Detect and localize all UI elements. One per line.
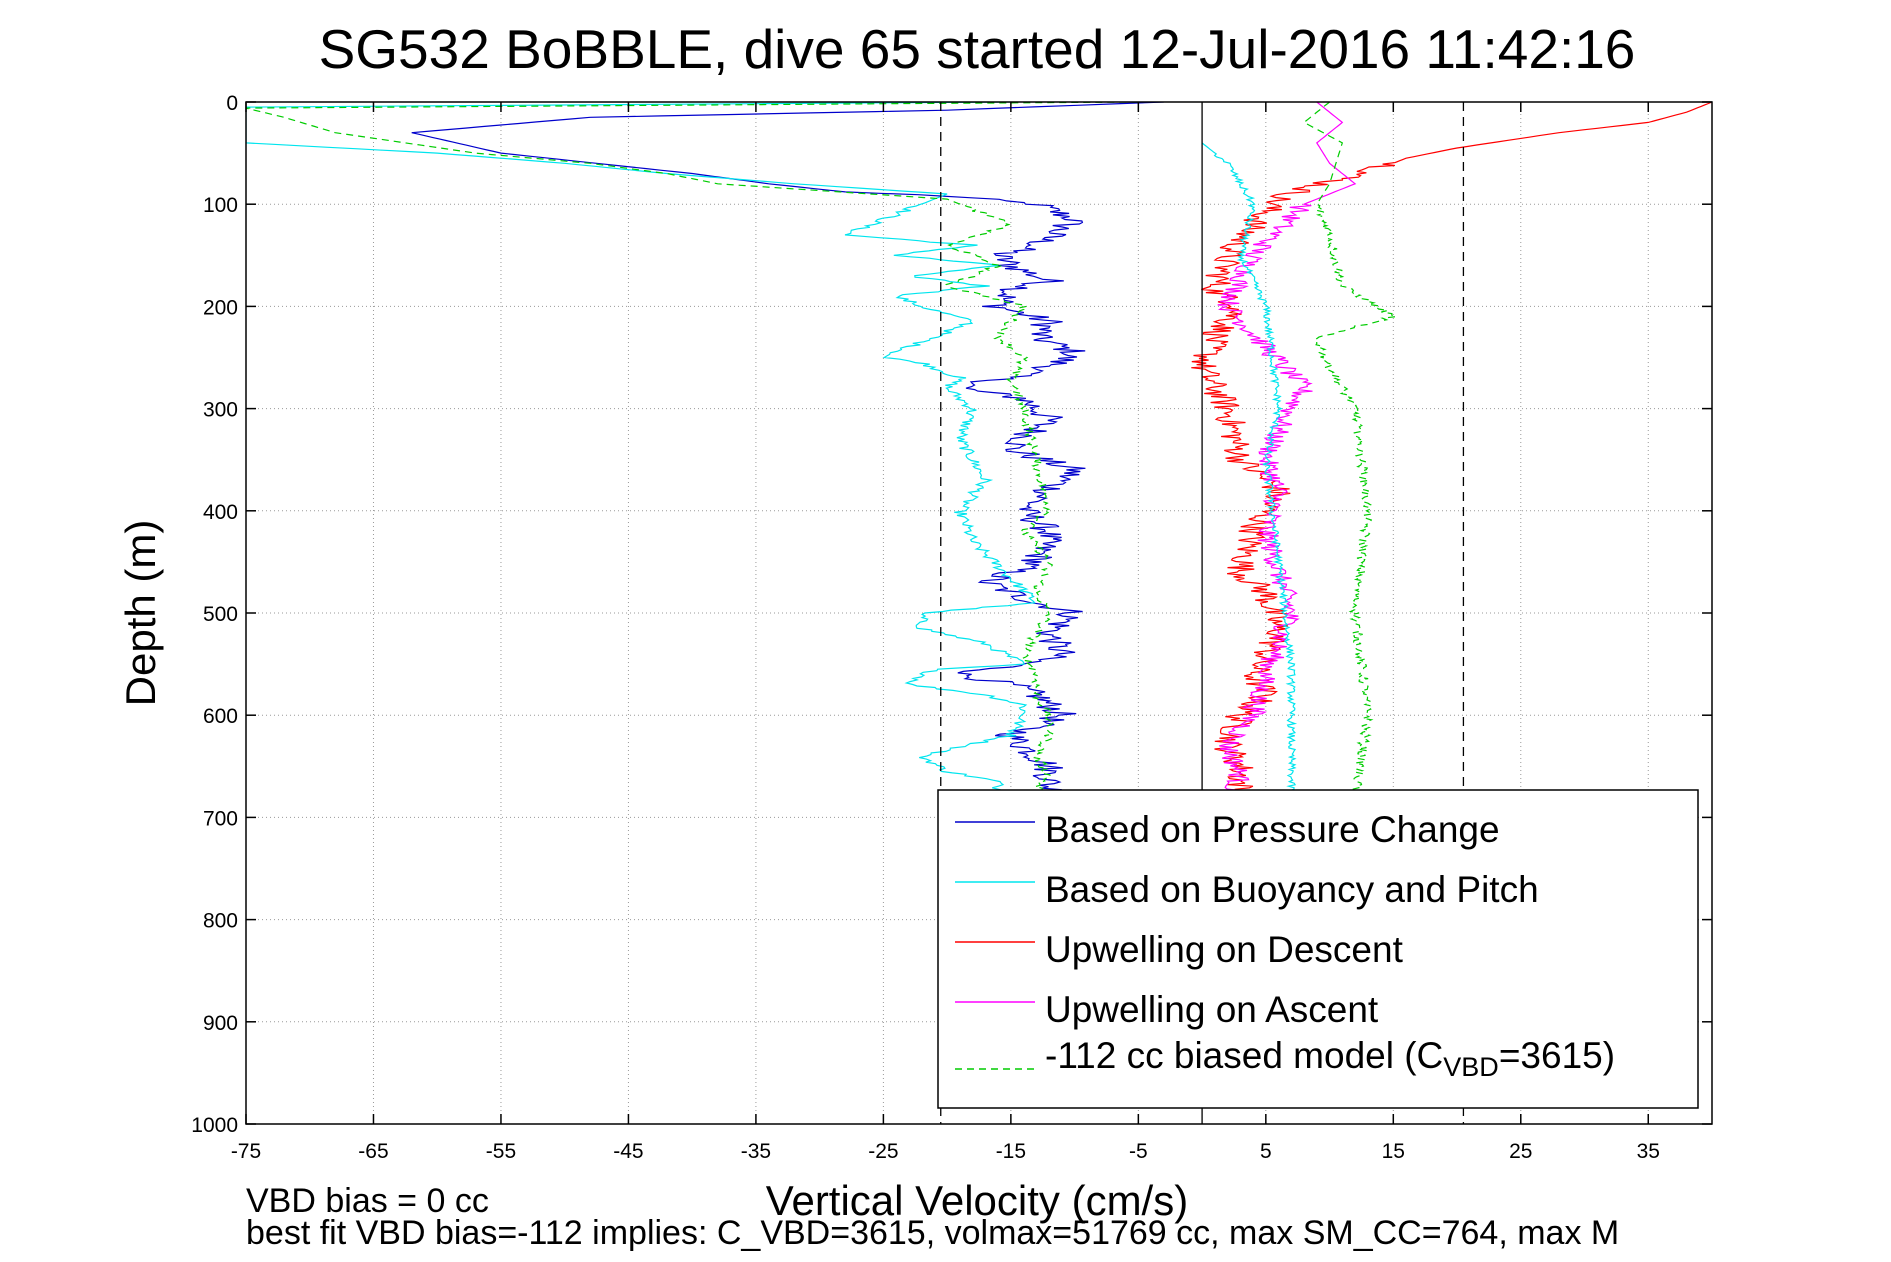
legend-label-model-end: =3615): [1499, 1035, 1615, 1076]
y-tick-label-0: 0: [226, 92, 238, 115]
series-line-model: [246, 102, 1139, 818]
series-line-pressure: [411, 102, 1164, 798]
x-axis-label: Vertical Velocity (cm/s): [766, 1177, 1188, 1224]
x-tick-label-3: -45: [613, 1140, 643, 1163]
legend-entry-upwelling-ascent: Upwelling on Ascent: [955, 989, 1379, 1030]
y-tick-label-9: 900: [203, 1012, 238, 1035]
x-tick-label-8: 5: [1260, 1140, 1272, 1163]
legend-label-model-sub: VBD: [1443, 1052, 1499, 1082]
x-axis-ticks: -75 -65 -55 -45 -35 -25 -15 -5 5 15 25 35: [231, 102, 1660, 1163]
legend-label-buoyancy: Based on Buoyancy and Pitch: [1045, 869, 1539, 910]
legend-label-pressure: Based on Pressure Change: [1045, 809, 1500, 850]
x-tick-label-11: 35: [1637, 1140, 1660, 1163]
x-tick-label-10: 25: [1509, 1140, 1532, 1163]
legend-box: [937, 789, 1699, 1109]
x-tick-label-5: -25: [868, 1140, 898, 1163]
x-tick-label-1: -65: [358, 1140, 388, 1163]
x-tick-label-0: -75: [231, 1140, 261, 1163]
y-tick-label-1: 100: [203, 194, 238, 217]
legend-entry-buoyancy: Based on Buoyancy and Pitch: [955, 869, 1539, 910]
y-tick-label-6: 600: [203, 705, 238, 728]
legend-entry-pressure: Based on Pressure Change: [955, 809, 1500, 850]
series-line-upwell_desc_bias_line: [1201, 142, 1298, 798]
series-layer: [246, 102, 1712, 818]
y-tick-label-4: 400: [203, 501, 238, 524]
x-tick-label-2: -55: [486, 1140, 516, 1163]
x-tick-label-9: 15: [1382, 1140, 1405, 1163]
legend-entry-upwelling-descent: Upwelling on Descent: [955, 929, 1404, 970]
y-tick-label-5: 500: [203, 603, 238, 626]
x-tick-label-4: -35: [741, 1140, 771, 1163]
x-tick-label-7: -5: [1129, 1140, 1148, 1163]
y-tick-label-3: 300: [203, 399, 238, 422]
legend-entry-model: -112 cc biased model (CVBD=3615): [955, 1035, 1615, 1082]
chart-title: SG532 BoBBLE, dive 65 started 12-Jul-201…: [319, 18, 1636, 80]
series-line-buoyancy: [246, 102, 1036, 798]
legend-label-model-main: -112 cc biased model (C: [1045, 1035, 1443, 1076]
series-line-upwell_desc: [1191, 102, 1712, 798]
y-tick-label-10: 1000: [191, 1114, 238, 1137]
series-line-model_ascent: [1303, 102, 1397, 798]
y-tick-label-8: 800: [203, 910, 238, 933]
y-axis-label: Depth (m): [117, 520, 164, 707]
y-axis-ticks: 0 100 200 300 400 500 600 700 800 900 1000: [191, 92, 1712, 1137]
footer-line-2: best fit VBD bias=-112 implies: C_VBD=36…: [246, 1214, 1619, 1252]
legend-label-model: -112 cc biased model (CVBD=3615): [1045, 1035, 1615, 1082]
y-tick-label-2: 200: [203, 296, 238, 319]
legend: Based on Pressure Change Based on Buoyan…: [937, 789, 1699, 1109]
footer-line-1: VBD bias = 0 cc: [246, 1182, 489, 1220]
legend-label-upwelling-ascent: Upwelling on Ascent: [1045, 989, 1379, 1030]
x-tick-label-6: -15: [996, 1140, 1026, 1163]
legend-label-upwelling-descent: Upwelling on Descent: [1045, 929, 1404, 970]
y-tick-label-7: 700: [203, 807, 238, 830]
